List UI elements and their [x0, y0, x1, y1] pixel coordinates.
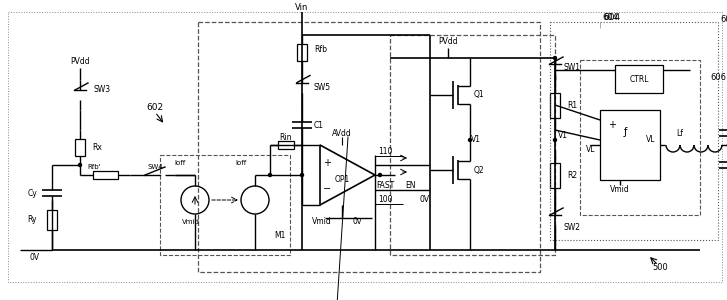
Text: Rfb': Rfb' — [87, 164, 100, 170]
Text: AVdd: AVdd — [332, 128, 352, 137]
Text: Rin: Rin — [280, 134, 292, 142]
Bar — [92, 171, 118, 179]
Text: 0V: 0V — [420, 196, 430, 205]
Circle shape — [300, 173, 303, 176]
Text: CTRL: CTRL — [630, 74, 648, 83]
Text: 606: 606 — [710, 74, 726, 82]
Circle shape — [553, 139, 556, 142]
Text: 0V: 0V — [30, 254, 40, 262]
Text: SW4: SW4 — [148, 164, 164, 170]
Text: Ry: Ry — [28, 215, 37, 224]
Text: C1: C1 — [314, 121, 324, 130]
Text: R1: R1 — [567, 100, 577, 109]
Text: SW1: SW1 — [563, 64, 580, 73]
Text: +: + — [608, 120, 616, 130]
Text: 604: 604 — [602, 13, 618, 22]
Text: Vmid: Vmid — [312, 218, 332, 226]
Text: Vmid: Vmid — [610, 185, 630, 194]
Text: 604: 604 — [603, 13, 621, 22]
Text: Q1: Q1 — [474, 91, 485, 100]
Bar — [160, 155, 290, 255]
Text: 100: 100 — [378, 196, 393, 205]
Text: −: − — [323, 184, 331, 194]
Circle shape — [468, 139, 472, 142]
Text: V1: V1 — [471, 136, 481, 145]
Bar — [580, 60, 700, 215]
Bar — [550, 92, 560, 118]
Text: SW3: SW3 — [93, 85, 110, 94]
Bar — [550, 22, 718, 240]
Text: +: + — [323, 158, 331, 168]
Text: Rx: Rx — [92, 143, 102, 152]
Circle shape — [553, 56, 556, 59]
Bar — [278, 141, 294, 149]
Text: Ioff: Ioff — [236, 160, 246, 166]
Bar — [198, 22, 540, 272]
Text: 604: 604 — [720, 15, 727, 24]
Text: Q2: Q2 — [474, 166, 485, 175]
Text: Rfb: Rfb — [314, 46, 327, 55]
Text: PVdd: PVdd — [71, 58, 90, 67]
Text: VL: VL — [646, 136, 655, 145]
Text: SW5: SW5 — [314, 82, 331, 91]
Text: EN: EN — [405, 181, 415, 190]
Bar — [75, 139, 85, 156]
Text: M1: M1 — [274, 230, 286, 239]
Bar — [297, 44, 307, 61]
Text: 0v: 0v — [353, 218, 362, 226]
Circle shape — [268, 173, 271, 176]
Text: 110: 110 — [378, 148, 392, 157]
Text: Lf: Lf — [677, 128, 683, 137]
Bar — [550, 163, 560, 188]
Text: ƒ: ƒ — [623, 127, 627, 137]
Text: Vin: Vin — [295, 2, 309, 11]
Text: Vmid: Vmid — [182, 219, 200, 225]
Text: FAST: FAST — [376, 181, 394, 190]
Circle shape — [379, 173, 382, 176]
Text: R2: R2 — [567, 170, 577, 179]
Text: VL: VL — [585, 146, 595, 154]
Text: OP1: OP1 — [334, 176, 350, 184]
Bar — [615, 65, 663, 93]
Text: Cy: Cy — [27, 188, 37, 197]
Text: V1: V1 — [558, 130, 568, 140]
Bar — [47, 210, 57, 230]
Bar — [600, 110, 660, 180]
Bar — [390, 35, 555, 255]
Text: 602: 602 — [146, 103, 164, 112]
Text: SW2: SW2 — [563, 224, 580, 232]
Circle shape — [79, 164, 81, 166]
Text: 500: 500 — [652, 263, 668, 272]
Text: PVdd: PVdd — [438, 38, 458, 46]
Text: Ioff: Ioff — [174, 160, 185, 166]
